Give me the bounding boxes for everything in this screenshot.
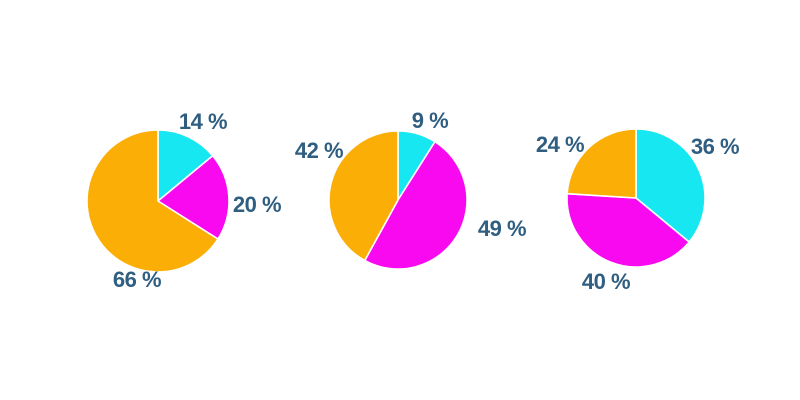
pie-1-cyan-slice-label: 14 % [178,109,228,134]
pie-3-cyan-slice [635,128,706,243]
pie-1-magenta-slice [157,154,230,240]
pie-2-orange-slice-label: 42 % [294,138,344,163]
pie-1-cyan-slice [157,129,214,202]
pie-2-magenta-slice [363,140,468,270]
pie-chart-1 [86,129,230,273]
pie-chart-2 [328,130,468,270]
pie-2-orange-slice [328,130,399,262]
pie-3-magenta-slice [566,192,690,268]
pie-3-orange-slice-label: 24 % [535,132,585,157]
pie-3-magenta-slice-label: 40 % [581,269,631,294]
pie-3-cyan-slice-label: 36 % [690,134,740,159]
pie-1-orange-slice-label: 66 % [112,267,162,292]
pie-2-magenta-slice-label: 49 % [477,216,527,241]
pie-3-orange-slice [566,128,637,199]
pie-1-orange-slice [86,129,219,273]
pie-chart-3 [566,128,706,268]
pie-1-magenta-slice-label: 20 % [232,192,282,217]
pie-2-cyan-slice-label: 9 % [411,108,449,133]
